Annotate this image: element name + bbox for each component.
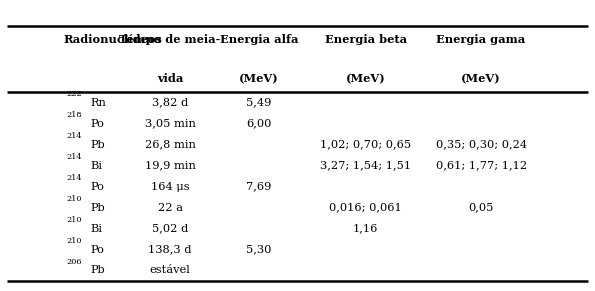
Text: 164 μs: 164 μs xyxy=(151,182,189,191)
Text: 22 a: 22 a xyxy=(158,203,183,212)
Text: 138,3 d: 138,3 d xyxy=(148,244,192,255)
Text: 206: 206 xyxy=(67,258,82,266)
Text: 210: 210 xyxy=(67,195,82,203)
Text: 1,02; 0,70; 0,65: 1,02; 0,70; 0,65 xyxy=(320,140,411,150)
Text: (MeV): (MeV) xyxy=(239,73,279,84)
Text: (MeV): (MeV) xyxy=(346,73,386,84)
Text: Energia gama: Energia gama xyxy=(437,34,526,45)
Text: Bi: Bi xyxy=(90,223,102,233)
Text: 3,27; 1,54; 1,51: 3,27; 1,54; 1,51 xyxy=(320,161,411,171)
Text: 7,69: 7,69 xyxy=(246,182,272,191)
Text: 19,9 min: 19,9 min xyxy=(145,161,196,171)
Text: Energia alfa: Energia alfa xyxy=(220,34,298,45)
Text: Pb: Pb xyxy=(90,203,105,212)
Text: 3,05 min: 3,05 min xyxy=(145,119,196,129)
Text: Pb: Pb xyxy=(90,265,105,276)
Text: Bi: Bi xyxy=(90,161,102,171)
Text: 1,16: 1,16 xyxy=(353,223,378,233)
Text: 214: 214 xyxy=(67,174,82,182)
Text: vida: vida xyxy=(157,73,183,84)
Text: 214: 214 xyxy=(67,153,82,161)
Text: Radionuclídeos: Radionuclídeos xyxy=(64,34,162,45)
Text: 210: 210 xyxy=(67,237,82,245)
Text: 218: 218 xyxy=(67,111,82,119)
Text: 5,49: 5,49 xyxy=(246,98,272,108)
Text: 210: 210 xyxy=(67,216,82,224)
Text: Pb: Pb xyxy=(90,140,105,150)
Text: estável: estável xyxy=(150,265,190,276)
Text: 0,35; 0,30; 0,24: 0,35; 0,30; 0,24 xyxy=(436,140,527,150)
Text: 5,30: 5,30 xyxy=(246,244,272,255)
Text: 0,016; 0,061: 0,016; 0,061 xyxy=(329,203,402,212)
Text: 222: 222 xyxy=(67,90,82,98)
Text: 0,61; 1,77; 1,12: 0,61; 1,77; 1,12 xyxy=(436,161,527,171)
Text: 5,02 d: 5,02 d xyxy=(152,223,188,233)
Text: Rn: Rn xyxy=(90,98,106,108)
Text: 6,00: 6,00 xyxy=(246,119,272,129)
Text: Energia beta: Energia beta xyxy=(324,34,406,45)
Text: Tempo de meia-: Tempo de meia- xyxy=(120,34,221,45)
Text: 0,05: 0,05 xyxy=(468,203,494,212)
Text: 3,82 d: 3,82 d xyxy=(152,98,188,108)
Text: Po: Po xyxy=(90,182,104,191)
Text: 214: 214 xyxy=(67,132,82,140)
Text: Po: Po xyxy=(90,244,104,255)
Text: 26,8 min: 26,8 min xyxy=(145,140,196,150)
Text: Po: Po xyxy=(90,119,104,129)
Text: (MeV): (MeV) xyxy=(461,73,501,84)
